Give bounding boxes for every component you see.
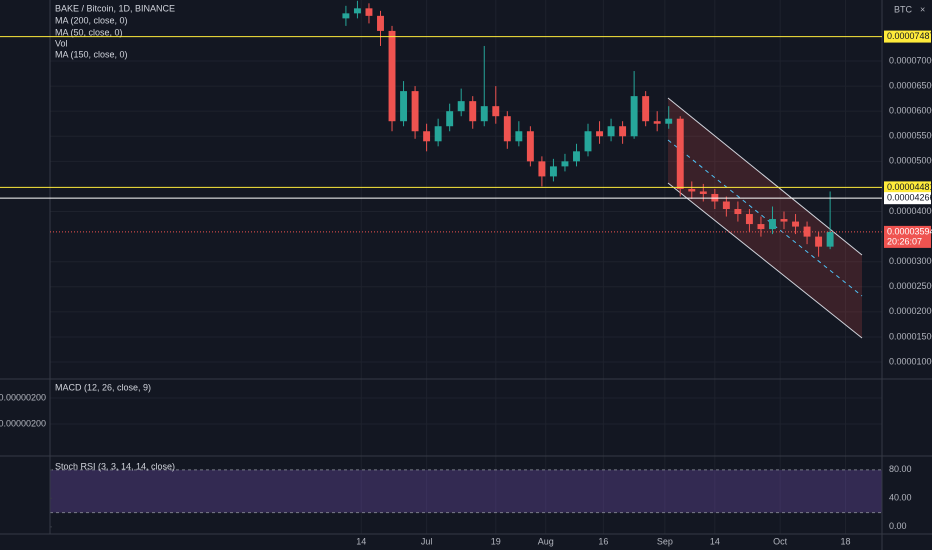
- x-tick-label: 16: [598, 536, 608, 546]
- macd-title: MACD (12, 26, close, 9): [55, 382, 151, 392]
- level-label-box: [884, 30, 931, 43]
- y-tick-label: 0.00002500: [889, 281, 932, 291]
- x-tick-label: Oct: [773, 536, 788, 546]
- y-tick-label: 0.00003000: [889, 256, 932, 266]
- y-tick-label: 0.00005000: [889, 156, 932, 166]
- legend-entry: MA (200, close, 0): [55, 15, 128, 25]
- candle-body: [411, 91, 419, 132]
- candle-body: [792, 221, 799, 227]
- x-tick-label: 19: [491, 536, 501, 546]
- candle-body: [815, 236, 823, 247]
- candle-body: [526, 131, 534, 162]
- close-icon[interactable]: ×: [920, 4, 925, 14]
- candle-body: [630, 96, 638, 137]
- channel-mid: [667, 139, 863, 297]
- countdown: 20:26:07: [887, 236, 922, 246]
- last-price-label: 0.00003594: [887, 226, 932, 236]
- candle-body: [457, 101, 465, 112]
- legend-entry: MA (50, close, 0): [55, 27, 123, 37]
- candle-body: [388, 30, 396, 122]
- x-tick-label: Jul: [421, 536, 433, 546]
- candle-body: [826, 231, 834, 247]
- x-tick-label: Aug: [538, 536, 554, 546]
- candle-body: [377, 15, 384, 31]
- candle-body: [400, 91, 408, 122]
- y-tick-label: 0.00002000: [889, 306, 932, 316]
- candle-body: [596, 131, 604, 137]
- candle-body: [780, 219, 788, 222]
- macd-tick-label: -0.00000200: [0, 418, 46, 428]
- x-tick-label: 14: [710, 536, 720, 546]
- level-label: 0.00004481: [887, 182, 932, 192]
- candle-body: [653, 121, 661, 124]
- candle-body: [561, 161, 569, 167]
- last-price-box: [884, 225, 931, 248]
- x-tick-label: 14: [356, 536, 366, 546]
- candle-body: [423, 131, 431, 142]
- rsi-tick-label: 40.00: [889, 493, 912, 503]
- rsi-band: [50, 469, 882, 513]
- level-label: 0.00007487: [887, 31, 932, 41]
- y-tick-label: 0.00006500: [889, 80, 932, 90]
- candle-body: [607, 126, 615, 137]
- candle-body: [515, 131, 523, 142]
- candle-body: [503, 116, 511, 142]
- candle-body: [642, 96, 650, 122]
- candle-body: [492, 106, 500, 117]
- candle-body: [734, 209, 742, 215]
- candle-body: [365, 8, 373, 16]
- y-tick-label: 0.00006000: [889, 106, 932, 116]
- candle-body: [757, 224, 765, 230]
- candles: [342, 0, 834, 257]
- candle-body: [676, 118, 684, 189]
- legend-entry: Vol: [55, 38, 68, 48]
- candle-body: [342, 13, 350, 19]
- rsi-title: Stoch RSI (3, 3, 14, 14, close): [55, 461, 175, 471]
- y-tick-label: 0.00007000: [889, 55, 932, 65]
- candle-body: [722, 201, 730, 210]
- candle-body: [434, 126, 442, 142]
- y-tick-label: 0.00004000: [889, 206, 932, 216]
- candle-body: [353, 8, 361, 14]
- rsi-tick-label: 80.00: [889, 464, 912, 474]
- candle-body: [699, 191, 707, 194]
- x-tick-label: Sep: [657, 536, 673, 546]
- channel-fill: [668, 98, 862, 338]
- currency: BTC: [894, 4, 913, 14]
- candle-body: [745, 214, 753, 225]
- y-tick-label: 0.00005500: [889, 131, 932, 141]
- candle-body: [769, 219, 776, 230]
- y-tick-label: 0.00001000: [889, 356, 932, 366]
- level-label: 0.00004266: [887, 193, 932, 203]
- candle-body: [538, 161, 546, 177]
- candle-body: [584, 131, 592, 152]
- x-tick-label: 18: [840, 536, 850, 546]
- candle-body: [803, 226, 811, 237]
- level-label-box: [884, 192, 931, 205]
- legend-entry: MA (150, close, 0): [55, 49, 128, 59]
- level-label-box: [884, 181, 931, 194]
- candle-body: [480, 106, 488, 122]
- candle-body: [573, 151, 580, 162]
- channel-bottom: [667, 182, 863, 339]
- candle-body: [446, 111, 454, 127]
- candle-body: [665, 118, 673, 124]
- rsi-tick-label: 0.00: [889, 521, 907, 531]
- candle-body: [619, 126, 627, 137]
- symbol-title: BAKE / Bitcoin, 1D, BINANCE: [55, 3, 175, 13]
- macd-tick-label: 0.00000200: [0, 392, 46, 402]
- candle-body: [469, 101, 477, 122]
- y-tick-label: 0.00001500: [889, 331, 932, 341]
- candle-body: [549, 166, 557, 177]
- candle-body: [688, 188, 696, 192]
